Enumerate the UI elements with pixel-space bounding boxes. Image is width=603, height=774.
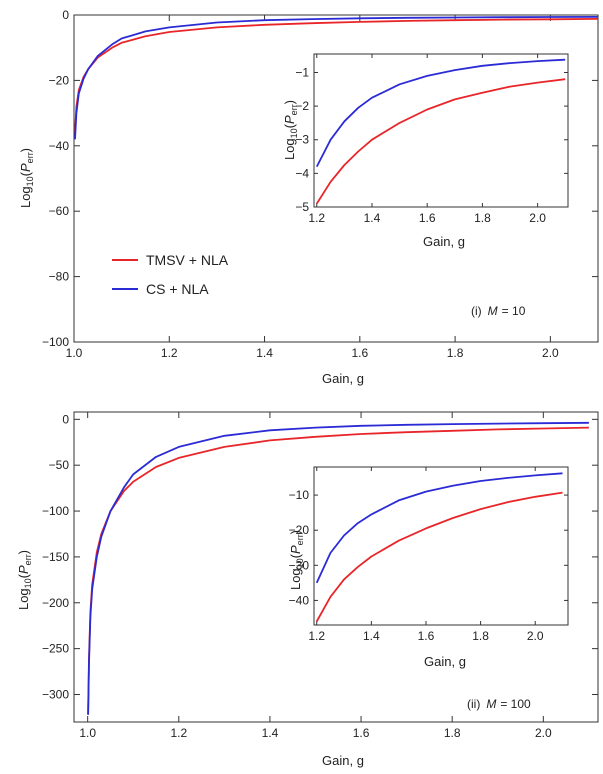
inset-1-series-tmsv-line bbox=[316, 78, 566, 205]
inset-2-ytick-label: −30 bbox=[289, 558, 310, 572]
main-1-xtick-label: 1.0 bbox=[66, 346, 83, 360]
inset-2-xlabel: Gain, g bbox=[424, 654, 466, 669]
legend-label-cs: CS + NLA bbox=[146, 281, 209, 297]
inset-2-ytick-label: −20 bbox=[289, 523, 310, 537]
inset-2-xtick-label: 1.4 bbox=[363, 629, 380, 643]
main-2-ytick-label: −250 bbox=[42, 642, 69, 656]
main-2-ytick-label: −200 bbox=[42, 596, 69, 610]
main-2-xtick-label: 2.0 bbox=[535, 726, 552, 740]
inset-1-xtick-label: 1.8 bbox=[474, 211, 491, 225]
main-2-ytick-label: 0 bbox=[62, 412, 69, 426]
main-2-xtick-label: 1.2 bbox=[170, 726, 187, 740]
main-2-frame bbox=[73, 411, 599, 723]
main-2-ytick-label: −300 bbox=[42, 687, 69, 701]
panel-1-annotation: (i) M = 10 bbox=[471, 304, 526, 318]
main-1-ytick-label: −60 bbox=[49, 204, 70, 218]
inset-1-ytick-label: −2 bbox=[295, 99, 309, 113]
main-2-ytick-label: −100 bbox=[42, 504, 69, 518]
inset-2-ytick-label: −10 bbox=[289, 488, 310, 502]
main-1-xtick-label: 1.6 bbox=[351, 346, 368, 360]
main-1-xlabel: Gain, g bbox=[322, 371, 364, 386]
main-1-ytick-label: −40 bbox=[49, 139, 70, 153]
main-2-series-cs-line bbox=[87, 421, 589, 715]
main-1-ytick-label: −80 bbox=[49, 270, 70, 284]
main-plot-2: 1.0 1.2 1.4 1.6 1.8 2.0−300−250−200−150−100−5… bbox=[42, 411, 599, 740]
inset-2-frame bbox=[313, 466, 569, 626]
main-2-xlabel: Gain, g bbox=[322, 753, 364, 768]
legend-label-tmsv: TMSV + NLA bbox=[146, 252, 229, 268]
main-1-xtick-label: 2.0 bbox=[542, 346, 559, 360]
inset-2-ylabel: Log10(Perr) bbox=[288, 530, 305, 590]
main-2-xtick-label: 1.0 bbox=[79, 726, 96, 740]
inset-1-xtick-label: 2.0 bbox=[529, 211, 546, 225]
inset-1-ylabel: Log10(Perr) bbox=[282, 100, 299, 160]
main-1-ytick-label: −100 bbox=[42, 335, 69, 349]
main-2-ylabel: Log10(Perr) bbox=[16, 550, 33, 610]
main-1-xtick-label: 1.4 bbox=[256, 346, 273, 360]
inset-1-background bbox=[314, 54, 568, 207]
inset-2-ytick-label: −40 bbox=[289, 593, 310, 607]
inset-2-background bbox=[314, 467, 568, 625]
main-2-xtick-label: 1.4 bbox=[262, 726, 279, 740]
main-2-xtick-label: 1.8 bbox=[444, 726, 461, 740]
main-1-ylabel: Log10(Perr) bbox=[18, 148, 35, 208]
main-2-ytick-label: −150 bbox=[42, 550, 69, 564]
main-plot-1: 1.0 1.2 1.4 1.6 1.8 2.0 −100 −80 −60 −40 −20 0 bbox=[42, 8, 599, 360]
panel-1: 1.0 1.2 1.4 1.6 1.8 2.0−100−80−60−40−200 1.2 1… bbox=[18, 8, 599, 386]
main-1-xtick-label: 1.8 bbox=[447, 346, 464, 360]
inset-1-frame bbox=[313, 53, 569, 208]
inset-1-ytick-label: −1 bbox=[295, 65, 309, 79]
main-1-xtick-label: 1.2 bbox=[161, 346, 178, 360]
inset-1-xtick-label: 1.6 bbox=[419, 211, 436, 225]
inset-1-xlabel: Gain, g bbox=[423, 234, 465, 249]
inset-2-series-cs-line bbox=[315, 472, 563, 584]
inset-2-xtick-label: 2.0 bbox=[527, 629, 544, 643]
inset-2-xtick-label: 1.6 bbox=[418, 629, 435, 643]
inset-1-ytick-label: −5 bbox=[295, 200, 309, 214]
main-2-xtick-label: 1.6 bbox=[353, 726, 370, 740]
inset-1-xtick-label: 1.4 bbox=[364, 211, 381, 225]
main-1-series-cs-line bbox=[74, 16, 598, 140]
inset-2-xtick-label: 1.2 bbox=[308, 629, 325, 643]
inset-2-xtick-label: 1.8 bbox=[472, 629, 489, 643]
inset-1-ytick-label: −4 bbox=[295, 166, 309, 180]
inset-plot-1: 1.2 1.4 1.6 1.8 2.0 −5 −4 −3 −2 −1 bbox=[295, 53, 569, 225]
inset-1-series-cs-line bbox=[315, 58, 566, 168]
main-1-ytick-label: −20 bbox=[49, 73, 70, 87]
main-1-frame bbox=[73, 14, 599, 343]
panel-2: 1.0 1.2 1.4 1.6 1.8 2.0−300−250−200−150−100−5… bbox=[16, 411, 599, 768]
main-2-ytick-label: −50 bbox=[49, 458, 70, 472]
panel-2-annotation: (ii) M = 100 bbox=[467, 697, 531, 711]
inset-2-series-tmsv-line bbox=[315, 491, 563, 622]
inset-plot-2: 1.2 1.4 1.6 1.8 2.0 −40 −30 −20 −10 bbox=[289, 466, 569, 643]
legend: TMSV + NLA CS + NLA bbox=[112, 252, 229, 297]
inset-1-xtick-label: 1.2 bbox=[308, 211, 325, 225]
inset-1-ytick-label: −3 bbox=[295, 133, 309, 147]
main-1-ytick-label: 0 bbox=[62, 8, 69, 22]
